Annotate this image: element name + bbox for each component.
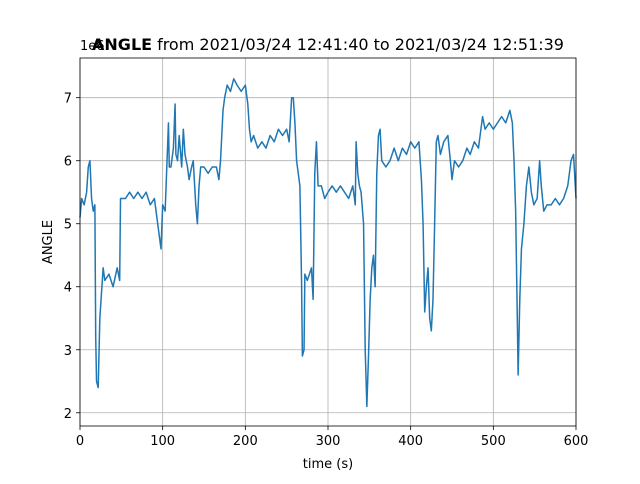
y-tick-label: 4 <box>64 281 72 296</box>
y-offset-text: 1e6 <box>80 39 105 54</box>
chart-title: ANGLE from 2021/03/24 12:41:40 to 2021/03… <box>92 35 564 54</box>
y-tick-label: 5 <box>64 218 72 233</box>
x-tick-label: 0 <box>76 434 84 449</box>
y-tick-label: 3 <box>64 344 72 359</box>
x-axis-label: time (s) <box>303 457 353 472</box>
y-tick-label: 7 <box>64 92 72 107</box>
x-tick-label: 400 <box>398 434 423 449</box>
title-bold: ANGLE <box>92 35 152 54</box>
plot-frame <box>79 57 577 427</box>
data-line <box>79 78 577 408</box>
y-tick-label: 6 <box>64 155 72 170</box>
x-tick-label: 200 <box>233 434 258 449</box>
x-tick-label: 100 <box>150 434 175 449</box>
x-tick-label: 300 <box>316 434 341 449</box>
y-axis-label: ANGLE <box>41 220 56 264</box>
x-tick-label: 600 <box>564 434 589 449</box>
y-tick-label: 2 <box>64 407 72 422</box>
title-rest: from 2021/03/24 12:41:40 to 2021/03/24 1… <box>157 35 564 54</box>
x-tick-label: 500 <box>481 434 506 449</box>
